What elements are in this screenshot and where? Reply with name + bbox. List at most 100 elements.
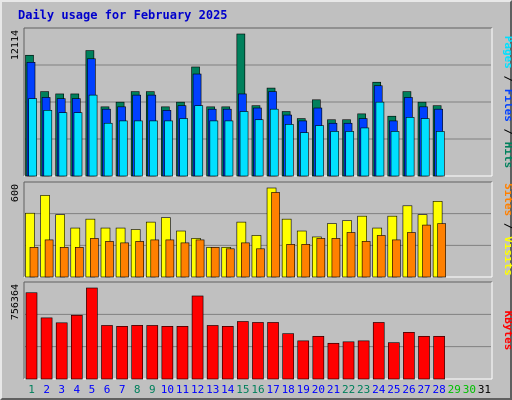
kbytes-bar xyxy=(237,321,249,380)
x-tick-label: 27 xyxy=(417,383,430,396)
kbytes-bar xyxy=(252,322,264,380)
kbytes-max-label: 756364 xyxy=(10,284,21,320)
sites-bar xyxy=(165,239,175,278)
pages-bar xyxy=(436,131,445,177)
middle-right-label: Sites / Visits xyxy=(502,183,512,276)
sites-bar xyxy=(74,247,84,278)
x-tick-label: 17 xyxy=(266,383,279,396)
pages-bar xyxy=(209,120,219,177)
sites-bar xyxy=(180,242,190,278)
x-tick-label: 2 xyxy=(43,383,50,396)
x-tick-label: 18 xyxy=(282,383,295,396)
kbytes-bar xyxy=(357,340,370,380)
kbytes-bar xyxy=(282,333,294,380)
kbytes-bar xyxy=(312,335,325,380)
x-tick-label: 16 xyxy=(251,383,264,396)
pages-bar xyxy=(118,120,128,177)
sites-bar xyxy=(407,232,416,278)
sites-bar xyxy=(90,238,99,278)
x-tick-label: 19 xyxy=(297,383,310,396)
bottom-right-label: KBytes xyxy=(502,311,512,351)
kbytes-bar xyxy=(267,322,279,380)
x-tick-label: 25 xyxy=(387,383,400,396)
x-tick-label: 28 xyxy=(433,383,446,396)
sites-bar xyxy=(29,247,39,278)
kbytes-bar xyxy=(433,335,445,380)
sites-bar xyxy=(376,235,386,278)
kbytes-bar xyxy=(206,325,219,380)
kbytes-bar xyxy=(297,340,310,380)
pages-bar xyxy=(390,131,400,177)
sites-bar xyxy=(210,247,220,278)
hits-max-label: 12114 xyxy=(10,30,21,60)
pages-bar xyxy=(285,124,294,177)
sites-bar xyxy=(120,242,129,278)
pages-bar xyxy=(345,131,355,177)
sites-bar xyxy=(422,224,431,278)
kbytes-bar xyxy=(146,325,159,380)
x-tick-label: 1 xyxy=(28,383,35,396)
sites-bar xyxy=(286,244,295,278)
x-tick-label: 30 xyxy=(463,383,476,396)
sites-bar xyxy=(105,241,114,278)
sites-bar xyxy=(301,244,311,278)
pages-bar xyxy=(300,132,309,177)
pages-bar xyxy=(179,118,188,177)
visits-axis-label: Visits xyxy=(502,236,512,276)
label-separator: / xyxy=(502,69,512,89)
kbytes-bar xyxy=(70,314,83,380)
kbytes-bar xyxy=(40,317,53,380)
x-tick-label: 29 xyxy=(448,383,461,396)
x-tick-label: 12 xyxy=(191,383,204,396)
kbytes-bar xyxy=(372,322,385,380)
x-tick-label: 3 xyxy=(58,383,65,396)
x-tick-label: 31 xyxy=(478,383,491,396)
x-tick-label: 24 xyxy=(372,383,386,396)
x-tick-label: 7 xyxy=(119,383,126,396)
hits-axis-label: Hits xyxy=(502,142,512,169)
x-tick-label: 13 xyxy=(206,383,219,396)
sites-bar xyxy=(331,238,341,278)
sites-bar xyxy=(225,248,235,278)
kbytes-bar xyxy=(418,335,430,380)
pages-bar xyxy=(405,117,415,177)
sites-bar xyxy=(256,248,265,278)
sites-bar xyxy=(195,239,205,278)
kbytes-bar xyxy=(161,326,174,380)
x-tick-label: 15 xyxy=(236,383,249,396)
sites-bar xyxy=(135,241,144,278)
pages-bar xyxy=(164,120,173,177)
x-tick-label: 22 xyxy=(342,383,355,396)
pages-bar xyxy=(254,119,264,177)
x-tick-label: 21 xyxy=(327,383,340,396)
pages-bar xyxy=(315,125,324,177)
pages-axis-label: Pages xyxy=(502,36,512,69)
files-axis-label: Files xyxy=(502,89,512,122)
sites-axis-label: Sites xyxy=(502,183,512,216)
kbytes-bar xyxy=(116,326,128,380)
kbytes-bar xyxy=(388,342,400,380)
x-tick-label: 5 xyxy=(89,383,96,396)
kbytes-bar xyxy=(403,332,415,380)
sites-bar xyxy=(346,232,356,278)
sites-bar xyxy=(361,241,371,278)
pages-bar xyxy=(43,110,53,177)
kbytes-bar xyxy=(86,287,98,380)
pages-bar xyxy=(88,94,98,177)
label-separator: / xyxy=(502,216,512,236)
pages-bar xyxy=(269,108,279,177)
x-tick-label: 26 xyxy=(402,383,415,396)
kbytes-bar xyxy=(327,342,340,380)
visits-max-label: 600 xyxy=(10,184,21,202)
pages-bar xyxy=(58,112,68,177)
kbytes-bar xyxy=(191,295,204,380)
sites-bar xyxy=(44,239,54,278)
x-tick-label: 11 xyxy=(176,383,189,396)
label-separator: / xyxy=(502,122,512,142)
x-tick-label: 8 xyxy=(134,383,141,396)
pages-bar xyxy=(73,112,83,177)
sites-bar xyxy=(241,242,250,278)
sites-bar xyxy=(271,192,280,278)
pages-bar xyxy=(360,127,370,177)
x-tick-label: 4 xyxy=(74,383,81,396)
